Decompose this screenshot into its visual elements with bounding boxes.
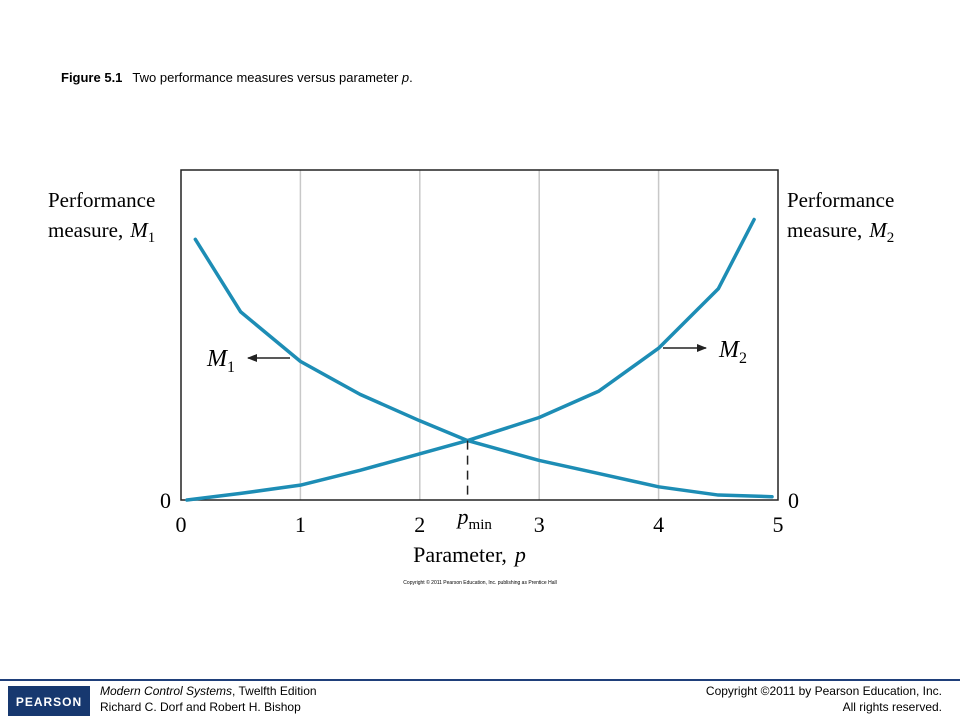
y-axis-label-line: measure, (48, 218, 123, 242)
y-axis-label-symbol: M (129, 218, 149, 242)
series-name: M (718, 337, 741, 363)
x-axis-label: Parameter, p (413, 542, 526, 567)
x-tick-label: 0 (176, 512, 187, 537)
book-line: Modern Control Systems, Twelfth Edition (100, 684, 317, 698)
y2-axis-label-line: measure, (787, 218, 862, 242)
authors: Richard C. Dorf and Robert H. Bishop (100, 700, 301, 714)
y-axis-label-line: Performance (48, 188, 155, 212)
x-axis-label-symbol: p (513, 542, 526, 567)
x-tick-label: 4 (653, 512, 664, 537)
series-name: M (206, 346, 229, 372)
caption-variable: p (401, 70, 409, 85)
x-tick-label: 5 (773, 512, 784, 537)
series-subscript: 2 (739, 350, 747, 367)
y-axis-label-subscript: 1 (148, 230, 156, 246)
logo: PEARSON (16, 695, 82, 709)
x-tick-label: 2 (414, 512, 425, 537)
y2-axis-label-subscript: 2 (887, 230, 895, 246)
rights: All rights reserved. (843, 700, 942, 714)
caption: Figure 5.1 Two performance measures versu… (61, 70, 413, 85)
pmin-subscript: min (469, 517, 493, 533)
logo-box (8, 686, 90, 716)
series-subscript: 1 (227, 359, 235, 376)
book-title: Modern Control Systems (100, 684, 232, 698)
y-axis-label: measure, M1 (48, 218, 155, 246)
plot-frame (180, 169, 779, 501)
caption-text: Two performance measures versus paramete… (132, 70, 402, 85)
caption-end: . (409, 70, 413, 85)
pmin-label: pmin (456, 504, 493, 533)
x-tick-label: 3 (534, 512, 545, 537)
y2-axis-label: measure, M2 (787, 218, 894, 246)
y-tick-label: 0 (160, 488, 171, 513)
y2-axis-label-line: Performance (787, 188, 894, 212)
x-tick-label: 1 (295, 512, 306, 537)
y2-axis-label-symbol: M (868, 218, 888, 242)
y2-tick-label: 0 (788, 488, 799, 513)
pmin-symbol: p (456, 504, 469, 529)
copyright: Copyright ©2011 by Pearson Education, In… (706, 684, 942, 698)
book-edition: , Twelfth Edition (232, 684, 317, 698)
series-label: M1 (206, 346, 235, 376)
series-label: M2 (718, 337, 747, 367)
x-axis-label-text: Parameter, (413, 542, 507, 567)
credit: Copyright © 2011 Pearson Education, Inc.… (403, 579, 556, 586)
caption-label: Figure 5.1 (61, 70, 122, 85)
